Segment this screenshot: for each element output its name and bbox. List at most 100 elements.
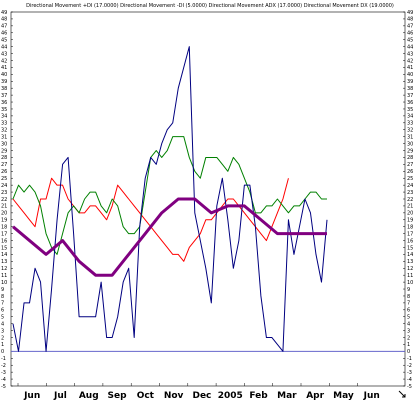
y-tick-label-right: 23	[407, 190, 413, 196]
y-tick-label-right: 25	[407, 176, 413, 182]
y-tick-label-left: 17	[1, 231, 7, 237]
y-tick-label-right: 9	[407, 287, 410, 293]
x-tick-label: Nov	[164, 391, 184, 400]
y-tick-label-left: 26	[1, 169, 7, 175]
y-tick-label-right: 13	[407, 259, 413, 265]
y-tick-label-left: 34	[1, 114, 7, 120]
y-tick-label-right: 48	[407, 17, 413, 23]
y-tick-label-left: 47	[1, 24, 7, 30]
plot-frame	[10, 11, 406, 387]
y-tick-label-left: 31	[1, 134, 7, 140]
x-tick-label: Oct	[137, 391, 155, 400]
y-tick-label-left: 18	[1, 225, 7, 231]
y-tick-label-left: 46	[1, 31, 7, 37]
x-tick-label: Dec	[192, 391, 211, 400]
y-tick-label-left: -4	[1, 377, 6, 383]
y-tick-label-right: 37	[407, 93, 413, 99]
y-tick-label-right: 18	[407, 225, 413, 231]
y-tick-label-left: 35	[1, 107, 7, 113]
y-tick-label-left: 11	[1, 273, 7, 279]
x-tick-label: Sep	[108, 391, 128, 400]
y-tick-label-left: 14	[1, 252, 7, 258]
y-tick-label-right: 30	[407, 141, 413, 147]
y-tick-label-right: 24	[407, 183, 413, 189]
y-tick-label-left: 22	[1, 197, 7, 203]
y-tick-label-left: 10	[1, 280, 7, 286]
y-tick-label-right: 31	[407, 134, 413, 140]
y-tick-label-right: 39	[407, 79, 413, 85]
y-tick-label-right: 38	[407, 86, 413, 92]
series-line-purple	[12, 197, 327, 277]
y-axis-left: -5-4-3-2-1012345678910111213141516171819…	[1, 10, 13, 390]
y-tick-label-right: 11	[407, 273, 413, 279]
x-tick-label: Jun	[363, 391, 380, 400]
y-tick-label-left: 19	[1, 218, 7, 224]
y-tick-label-left: 33	[1, 121, 7, 127]
y-tick-label-right: 15	[407, 245, 413, 251]
y-tick-label-left: 7	[1, 301, 4, 307]
y-tick-label-left: 42	[1, 58, 7, 64]
y-tick-label-right: 22	[407, 197, 413, 203]
y-tick-label-right: 7	[407, 301, 410, 307]
y-tick-label-right: 16	[407, 238, 413, 244]
y-tick-label-right: -2	[407, 363, 412, 369]
x-tick-label: 2005	[218, 391, 243, 400]
y-tick-label-left: 20	[1, 211, 7, 217]
y-tick-label-left: 3	[1, 328, 4, 334]
y-tick-label-left: 30	[1, 141, 7, 147]
y-tick-label-left: -3	[1, 370, 6, 376]
x-tick-label: Jul	[53, 391, 67, 400]
y-tick-label-right: 17	[407, 231, 413, 237]
y-tick-label-left: 43	[1, 51, 7, 57]
y-tick-label-left: 24	[1, 183, 7, 189]
y-tick-label-right: 4	[407, 321, 410, 327]
x-axis: Jun Jul Aug Sep Oct Nov Dec 2005 Feb Mar Apr May Jun	[17, 383, 380, 400]
y-tick-label-right: 14	[407, 252, 413, 258]
y-tick-label-right: 42	[407, 58, 413, 64]
y-tick-label-right: 40	[407, 72, 413, 78]
y-tick-label-right: 6	[407, 308, 410, 314]
y-tick-label-right: 2	[407, 335, 410, 341]
y-tick-label-right: 46	[407, 31, 413, 37]
y-tick-label-right: 10	[407, 280, 413, 286]
y-tick-label-left: 15	[1, 245, 7, 251]
y-tick-label-right: 44	[407, 44, 413, 50]
y-tick-label-left: 2	[1, 335, 4, 341]
x-tick-label: Jun	[23, 391, 40, 400]
y-tick-label-left: 28	[1, 155, 7, 161]
y-axis-right: -5-4-3-2-1012345678910111213141516171819…	[403, 10, 413, 390]
y-tick-label-left: 5	[1, 315, 4, 321]
y-tick-label-left: 21	[1, 204, 7, 210]
y-tick-label-left: 38	[1, 86, 7, 92]
y-tick-label-left: 48	[1, 17, 7, 23]
y-tick-label-left: 27	[1, 162, 7, 168]
y-tick-label-right: -5	[407, 384, 412, 390]
y-tick-label-left: 36	[1, 100, 7, 106]
x-tick-label: Apr	[306, 391, 324, 400]
y-tick-label-left: 49	[1, 10, 7, 16]
y-tick-label-right: 32	[407, 128, 413, 134]
y-tick-label-left: -2	[1, 363, 6, 369]
y-tick-label-left: 39	[1, 79, 7, 85]
y-tick-label-left: 16	[1, 238, 7, 244]
y-tick-label-left: 4	[1, 321, 4, 327]
y-tick-label-right: 1	[407, 342, 410, 348]
y-tick-label-left: 13	[1, 259, 7, 265]
y-tick-label-left: 41	[1, 65, 7, 71]
y-tick-label-right: 26	[407, 169, 413, 175]
y-tick-label-right: 49	[407, 10, 413, 16]
y-tick-label-left: -5	[1, 384, 6, 390]
y-tick-label-right: 21	[407, 204, 413, 210]
y-tick-label-right: 19	[407, 218, 413, 224]
y-tick-label-right: 12	[407, 266, 413, 272]
x-tick-label: May	[333, 391, 354, 400]
x-tick-label: Feb	[249, 391, 268, 400]
y-tick-label-left: 29	[1, 148, 7, 154]
y-tick-label-right: 27	[407, 162, 413, 168]
y-tick-label-right: 45	[407, 38, 413, 44]
y-tick-label-left: 25	[1, 176, 7, 182]
series-line-green	[12, 136, 327, 255]
y-tick-label-left: 9	[1, 287, 4, 293]
y-tick-label-right: 43	[407, 51, 413, 57]
